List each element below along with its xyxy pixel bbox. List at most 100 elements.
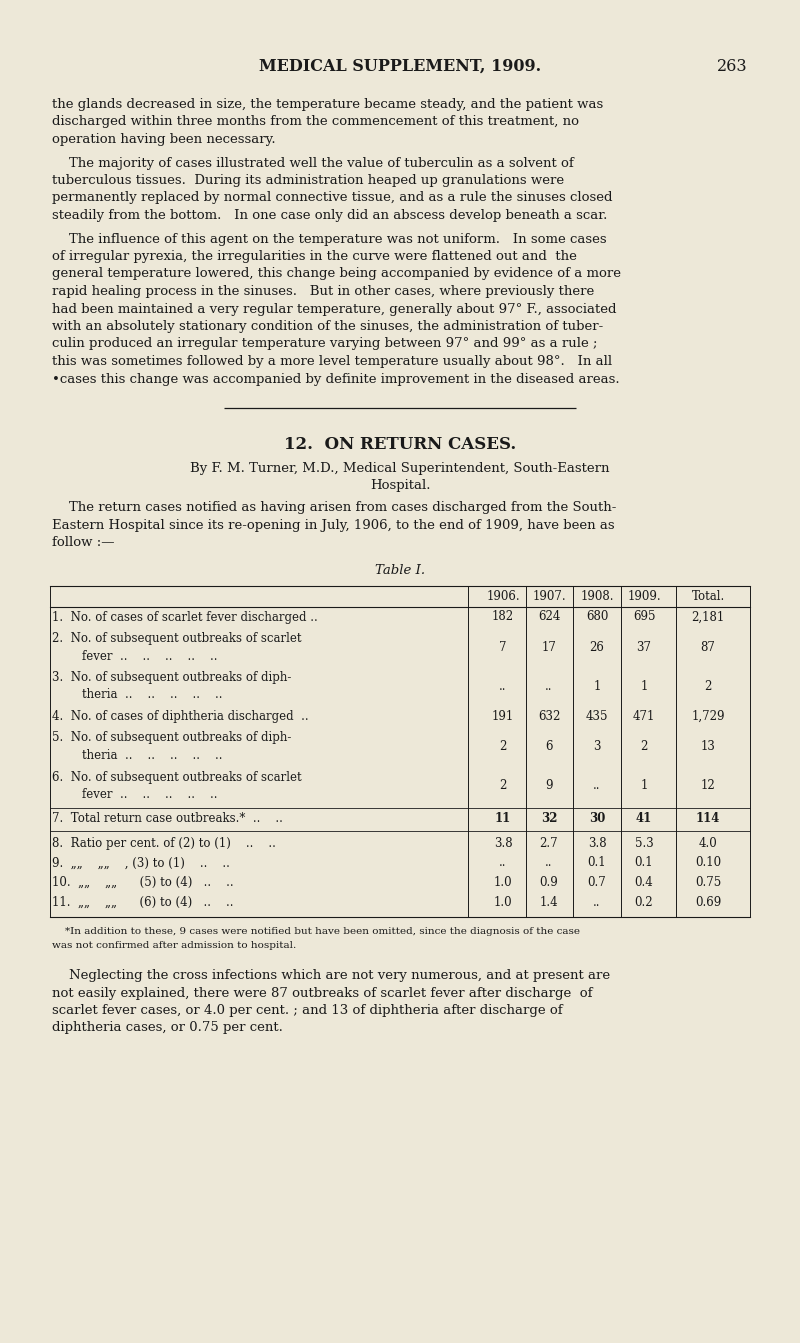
Text: By F. M. Turner, M.D., Medical Superintendent, South-Eastern: By F. M. Turner, M.D., Medical Superinte…: [190, 462, 610, 475]
Text: 7.  Total return case outbreaks.*  ..    ..: 7. Total return case outbreaks.* .. ..: [52, 811, 283, 825]
Text: general temperature lowered, this change being accompanied by evidence of a more: general temperature lowered, this change…: [52, 267, 621, 281]
Text: 1908.: 1908.: [580, 590, 614, 603]
Text: 6.  No. of subsequent outbreaks of scarlet: 6. No. of subsequent outbreaks of scarle…: [52, 771, 302, 783]
Text: 32: 32: [541, 811, 558, 825]
Text: steadily from the bottom.   In one case only did an abscess develop beneath a sc: steadily from the bottom. In one case on…: [52, 210, 607, 222]
Text: 1,729: 1,729: [691, 710, 725, 723]
Text: The majority of cases illustrated well the value of tuberculin as a solvent of: The majority of cases illustrated well t…: [52, 157, 574, 169]
Text: 3.  No. of subsequent outbreaks of diph-: 3. No. of subsequent outbreaks of diph-: [52, 672, 291, 684]
Text: Neglecting the cross infections which are not very numerous, and at present are: Neglecting the cross infections which ar…: [52, 970, 610, 982]
Text: 0.10: 0.10: [695, 857, 721, 869]
Text: 2: 2: [499, 779, 506, 792]
Text: 1: 1: [640, 779, 648, 792]
Text: theria  ..    ..    ..    ..    ..: theria .. .. .. .. ..: [52, 689, 222, 701]
Text: Eastern Hospital since its re-opening in July, 1906, to the end of 1909, have be: Eastern Hospital since its re-opening in…: [52, 518, 614, 532]
Text: Table I.: Table I.: [375, 564, 425, 577]
Text: diphtheria cases, or 0.75 per cent.: diphtheria cases, or 0.75 per cent.: [52, 1022, 283, 1034]
Text: discharged within three months from the commencement of this treatment, no: discharged within three months from the …: [52, 115, 579, 129]
Text: 0.1: 0.1: [588, 857, 606, 869]
Text: with an absolutely stationary condition of the sinuses, the administration of tu: with an absolutely stationary condition …: [52, 320, 603, 333]
Text: 41: 41: [636, 811, 652, 825]
Text: 2: 2: [704, 680, 712, 693]
Text: 695: 695: [633, 611, 655, 623]
Text: ..: ..: [594, 896, 601, 908]
Text: 11: 11: [495, 811, 511, 825]
Text: 0.2: 0.2: [634, 896, 654, 908]
Text: operation having been necessary.: operation having been necessary.: [52, 133, 276, 146]
Text: 37: 37: [637, 641, 651, 654]
Text: 5.3: 5.3: [634, 837, 654, 850]
Text: rapid healing process in the sinuses.   But in other cases, where previously the: rapid healing process in the sinuses. Bu…: [52, 285, 594, 298]
Text: 7: 7: [499, 641, 506, 654]
Text: had been maintained a very regular temperature, generally about 97° F., associat: had been maintained a very regular tempe…: [52, 302, 617, 316]
Text: 1907.: 1907.: [532, 590, 566, 603]
Text: 624: 624: [538, 611, 560, 623]
Text: •cases this change was accompanied by definite improvement in the diseased areas: •cases this change was accompanied by de…: [52, 372, 620, 385]
Text: 4.  No. of cases of diphtheria discharged  ..: 4. No. of cases of diphtheria discharged…: [52, 710, 309, 723]
Text: 0.7: 0.7: [588, 876, 606, 889]
Text: 182: 182: [492, 611, 514, 623]
Text: ..: ..: [499, 680, 506, 693]
Text: 1.  No. of cases of scarlet fever discharged ..: 1. No. of cases of scarlet fever dischar…: [52, 611, 318, 623]
Text: 2: 2: [499, 740, 506, 753]
Text: 2.  No. of subsequent outbreaks of scarlet: 2. No. of subsequent outbreaks of scarle…: [52, 633, 302, 645]
Text: 17: 17: [542, 641, 557, 654]
Text: 12: 12: [701, 779, 715, 792]
Text: 8.  Ratio per cent. of (2) to (1)    ..    ..: 8. Ratio per cent. of (2) to (1) .. ..: [52, 837, 276, 850]
Text: 471: 471: [633, 710, 655, 723]
Text: 1.0: 1.0: [494, 876, 512, 889]
Text: Hospital.: Hospital.: [370, 479, 430, 493]
Text: 0.9: 0.9: [540, 876, 558, 889]
Text: 2,181: 2,181: [691, 611, 725, 623]
Text: ..: ..: [546, 680, 553, 693]
Text: 3.8: 3.8: [588, 837, 606, 850]
Text: 12.  ON RETURN CASES.: 12. ON RETURN CASES.: [284, 436, 516, 453]
Text: 191: 191: [492, 710, 514, 723]
Text: 13: 13: [701, 740, 715, 753]
Text: ..: ..: [546, 857, 553, 869]
Text: 3: 3: [594, 740, 601, 753]
Text: The return cases notified as having arisen from cases discharged from the South-: The return cases notified as having aris…: [52, 501, 616, 514]
Text: not easily explained, there were 87 outbreaks of scarlet fever after discharge  : not easily explained, there were 87 outb…: [52, 987, 593, 999]
Text: 3.8: 3.8: [494, 837, 512, 850]
Text: tuberculous tissues.  During its administration heaped up granulations were: tuberculous tissues. During its administ…: [52, 175, 564, 187]
Text: 2: 2: [640, 740, 648, 753]
Text: 263: 263: [718, 58, 748, 75]
Text: 10.  „„    „„      (5) to (4)   ..    ..: 10. „„ „„ (5) to (4) .. ..: [52, 876, 234, 889]
Text: 680: 680: [586, 611, 608, 623]
Text: 0.1: 0.1: [634, 857, 654, 869]
Text: 11.  „„    „„      (6) to (4)   ..    ..: 11. „„ „„ (6) to (4) .. ..: [52, 896, 234, 908]
Text: theria  ..    ..    ..    ..    ..: theria .. .. .. .. ..: [52, 749, 222, 761]
Text: 87: 87: [701, 641, 715, 654]
Text: fever  ..    ..    ..    ..    ..: fever .. .. .. .. ..: [52, 788, 218, 800]
Text: 632: 632: [538, 710, 560, 723]
Text: follow :—: follow :—: [52, 536, 114, 549]
Text: *In addition to these, 9 cases were notified but have been omitted, since the di: *In addition to these, 9 cases were noti…: [52, 927, 580, 936]
Text: 1.0: 1.0: [494, 896, 512, 908]
Text: The influence of this agent on the temperature was not uniform.   In some cases: The influence of this agent on the tempe…: [52, 232, 606, 246]
Text: 0.69: 0.69: [695, 896, 721, 908]
Text: 2.7: 2.7: [540, 837, 558, 850]
Text: 435: 435: [586, 710, 608, 723]
Text: 0.75: 0.75: [695, 876, 721, 889]
Text: MEDICAL SUPPLEMENT, 1909.: MEDICAL SUPPLEMENT, 1909.: [259, 58, 541, 75]
Text: 1.4: 1.4: [540, 896, 558, 908]
Text: 1: 1: [640, 680, 648, 693]
Text: ..: ..: [499, 857, 506, 869]
Text: 1: 1: [594, 680, 601, 693]
Text: 26: 26: [590, 641, 605, 654]
Text: 1906.: 1906.: [486, 590, 520, 603]
Text: the glands decreased in size, the temperature became steady, and the patient was: the glands decreased in size, the temper…: [52, 98, 603, 111]
Text: 30: 30: [589, 811, 605, 825]
Text: culin produced an irregular temperature varying between 97° and 99° as a rule ;: culin produced an irregular temperature …: [52, 337, 598, 351]
Text: 9.  „„    „„    , (3) to (1)    ..    ..: 9. „„ „„ , (3) to (1) .. ..: [52, 857, 230, 869]
Text: this was sometimes followed by a more level temperature usually about 98°.   In : this was sometimes followed by a more le…: [52, 355, 612, 368]
Text: 1909.: 1909.: [627, 590, 661, 603]
Text: was not confirmed after admission to hospital.: was not confirmed after admission to hos…: [52, 941, 296, 950]
Text: Total.: Total.: [691, 590, 725, 603]
Text: 5.  No. of subsequent outbreaks of diph-: 5. No. of subsequent outbreaks of diph-: [52, 732, 291, 744]
Text: of irregular pyrexia, the irregularities in the curve were flattened out and  th: of irregular pyrexia, the irregularities…: [52, 250, 577, 263]
Text: 9: 9: [546, 779, 553, 792]
Text: ..: ..: [594, 779, 601, 792]
Text: scarlet fever cases, or 4.0 per cent. ; and 13 of diphtheria after discharge of: scarlet fever cases, or 4.0 per cent. ; …: [52, 1005, 562, 1017]
